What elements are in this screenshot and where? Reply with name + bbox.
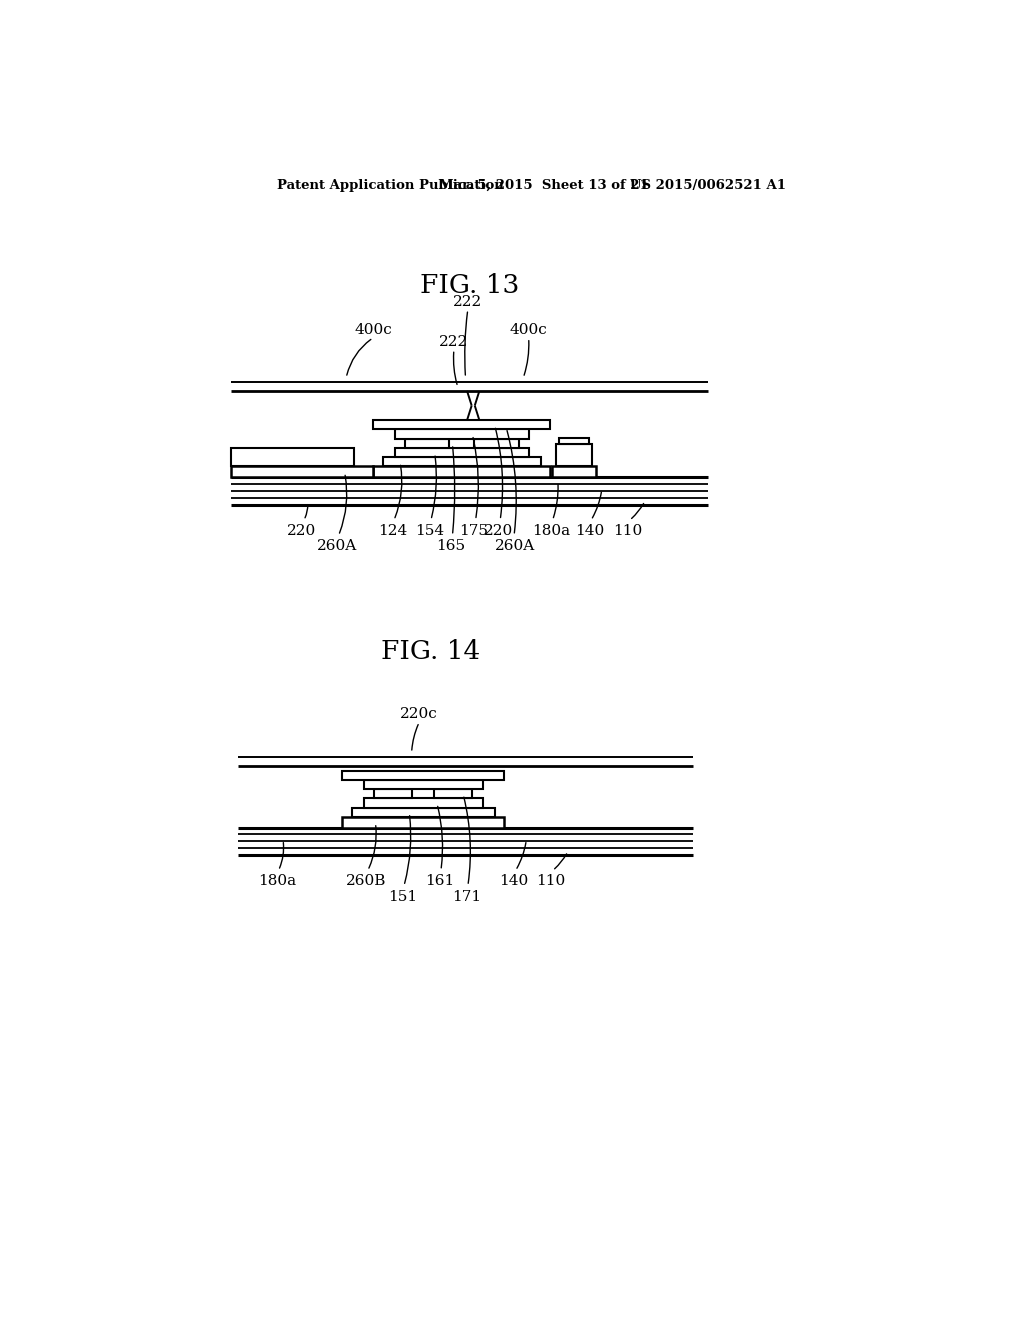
Text: 180a: 180a xyxy=(258,874,296,888)
Bar xyxy=(373,420,550,429)
Bar xyxy=(352,808,495,817)
Bar xyxy=(404,438,450,447)
Text: FIG. 13: FIG. 13 xyxy=(420,273,519,298)
Text: 220: 220 xyxy=(287,524,316,539)
Text: Patent Application Publication: Patent Application Publication xyxy=(276,178,504,191)
Bar xyxy=(230,447,354,466)
Text: 400c: 400c xyxy=(354,323,392,337)
Text: 260B: 260B xyxy=(346,874,386,888)
Text: 260A: 260A xyxy=(496,540,536,553)
Bar xyxy=(374,789,413,799)
Text: 180a: 180a xyxy=(531,524,570,539)
Text: 124: 124 xyxy=(378,524,407,539)
Text: US 2015/0062521 A1: US 2015/0062521 A1 xyxy=(630,178,785,191)
Text: 151: 151 xyxy=(388,890,417,904)
Bar xyxy=(364,780,483,789)
Bar xyxy=(342,771,504,780)
Text: 175: 175 xyxy=(460,524,488,539)
Text: 140: 140 xyxy=(574,524,604,539)
Text: 222: 222 xyxy=(454,294,482,309)
Text: 220c: 220c xyxy=(400,708,438,721)
Text: 220: 220 xyxy=(484,524,513,539)
Bar xyxy=(342,817,504,828)
Bar xyxy=(394,447,529,457)
Bar xyxy=(556,444,592,466)
Bar xyxy=(394,429,529,438)
Text: 154: 154 xyxy=(415,524,443,539)
Text: 400c: 400c xyxy=(510,323,548,337)
Bar xyxy=(559,438,589,444)
Text: 110: 110 xyxy=(613,524,643,539)
Bar xyxy=(552,466,596,478)
Bar xyxy=(434,789,472,799)
Text: 222: 222 xyxy=(439,335,469,348)
Bar xyxy=(474,438,518,447)
Bar xyxy=(364,799,483,808)
Text: 260A: 260A xyxy=(316,540,357,553)
Text: 171: 171 xyxy=(452,890,481,904)
Text: 165: 165 xyxy=(436,540,466,553)
Bar xyxy=(230,466,373,478)
Bar xyxy=(373,466,550,478)
Text: FIG. 14: FIG. 14 xyxy=(381,639,480,664)
Text: 161: 161 xyxy=(425,874,454,888)
Text: 140: 140 xyxy=(500,874,528,888)
Text: 110: 110 xyxy=(537,874,565,888)
Text: Mar. 5, 2015  Sheet 13 of 21: Mar. 5, 2015 Sheet 13 of 21 xyxy=(438,178,648,191)
Bar xyxy=(383,457,541,466)
